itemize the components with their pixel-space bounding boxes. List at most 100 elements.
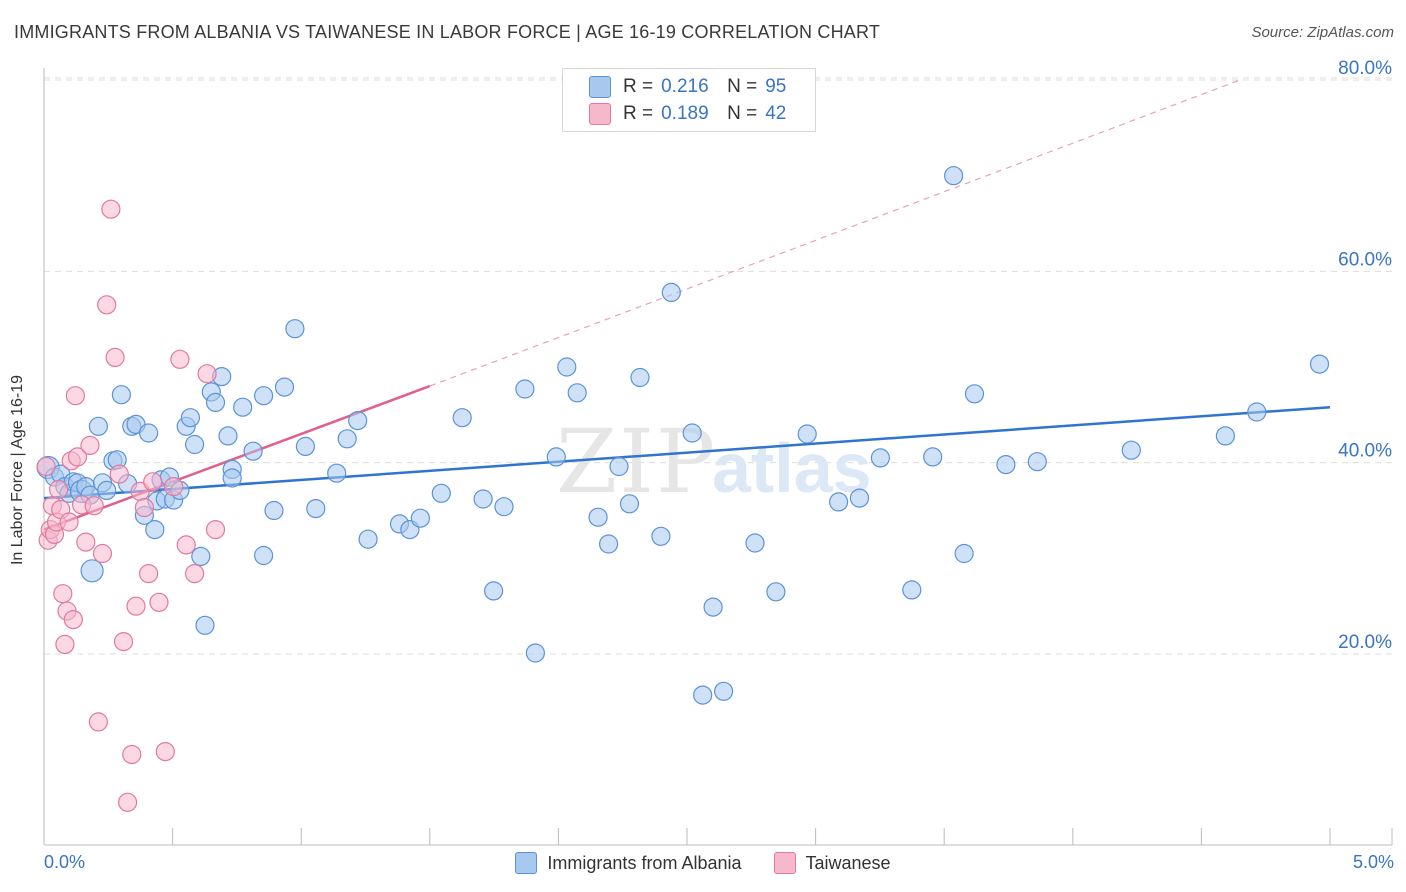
x-tick-left: 0.0% [44,852,86,872]
albania-point [348,411,368,431]
albania-point [682,423,702,443]
taiwanese-point [84,496,104,516]
albania-point [205,392,226,412]
r-label: R = [623,103,654,124]
albania-point [191,546,211,567]
albania-point [243,441,263,461]
albania-point [139,423,159,443]
albania-trendline [43,405,1331,500]
albania-point [567,383,587,403]
albania-point [233,397,253,417]
albania-point [337,429,357,449]
albania-point [111,385,132,405]
albania-legend-swatch [515,852,538,874]
albania-point [996,455,1016,475]
legend-item-albania[interactable]: Immigrants from Albania [515,852,742,874]
albania-point [964,384,985,404]
albania-point [1247,402,1267,422]
taiwanese-point [88,712,109,732]
albania-point [195,615,215,635]
taiwanese-point [67,447,88,467]
albania-point [254,386,274,406]
albania-point [797,424,817,444]
albania-point [713,681,734,701]
taiwanese-trendline [43,384,431,531]
albania-point [1121,440,1141,460]
albania-point [264,500,284,521]
albania-point [598,534,619,554]
taiwanese-point [53,584,73,604]
taiwanese-point [76,532,96,552]
y-tick-label: 80.0% [1338,58,1392,79]
r-value: 0.189 [661,103,709,124]
albania-point [525,643,546,663]
x-tick-right: 5.0% [1352,852,1394,872]
albania-point [222,468,242,488]
stats-legend: R = 0.216 N = 95 R = 0.189 N = 42 [562,68,816,132]
albania-swatch [589,76,611,98]
albania-point [609,456,629,477]
taiwanese-point [109,464,129,484]
gridlines [44,77,1392,655]
n-value: 42 [765,103,787,124]
taiwanese-legend-label: Taiwanese [805,852,891,873]
taiwanese-point [126,596,146,616]
taiwanese-point [36,456,56,477]
taiwanese-point [63,609,83,630]
taiwanese-point [105,347,125,367]
albania-point [327,463,347,483]
data-points [36,166,1330,812]
trendlines [43,79,1331,531]
albania-point [693,685,713,705]
taiwanese-point [113,631,134,652]
taiwanese-point [97,295,117,315]
source-label: Source: ZipAtlas.com [1251,24,1394,41]
albania-point [954,543,974,564]
y-tick-label: 40.0% [1338,441,1392,462]
albania-point [410,508,430,528]
albania-point [285,319,305,339]
albania-point [1215,426,1236,446]
albania-point [494,497,514,517]
taiwanese-point [48,479,69,500]
taiwanese-point [101,199,121,219]
taiwanese-point [92,543,113,564]
albania-point [651,526,671,546]
albania-point [306,499,326,519]
albania-point [546,447,566,467]
stats-row-taiwanese: R = 0.189 N = 42 [589,101,786,127]
taiwanese-point [197,364,217,384]
axes [43,68,1393,846]
albania-point [1027,452,1047,472]
y-axis-label: In Labor Force | Age 16-19 [9,374,26,566]
n-label: N = [727,103,758,124]
albania-point [218,426,238,446]
taiwanese-point [205,519,226,540]
albania-point [145,519,165,540]
taiwanese-legend-swatch [773,852,796,874]
stats-row-albania: R = 0.216 N = 95 [589,74,786,100]
legend-item-taiwanese[interactable]: Taiwanese [773,852,891,874]
albania-point [473,489,493,509]
albania-point [452,408,472,428]
albania-point [745,533,765,553]
n-value: 95 [765,76,787,97]
taiwanese-point [134,498,154,518]
albania-point [515,379,535,399]
albania-point [943,166,964,186]
taiwanese-point [55,634,75,655]
taiwanese-point [59,512,79,532]
taiwanese-point [80,435,100,455]
taiwanese-swatch [589,103,611,125]
taiwanese-trendline [429,79,1241,387]
chart-title: IMMIGRANTS FROM ALBANIA VS TAIWANESE IN … [14,22,881,42]
albania-point [557,357,577,377]
albania-point [849,488,870,508]
bottom-legend: Immigrants from Albania Taiwanese [0,852,1406,874]
taiwanese-point [185,563,205,584]
taiwanese-point [65,386,86,406]
albania-point [80,559,104,583]
albania-point [484,581,504,601]
albania-point [766,582,786,602]
